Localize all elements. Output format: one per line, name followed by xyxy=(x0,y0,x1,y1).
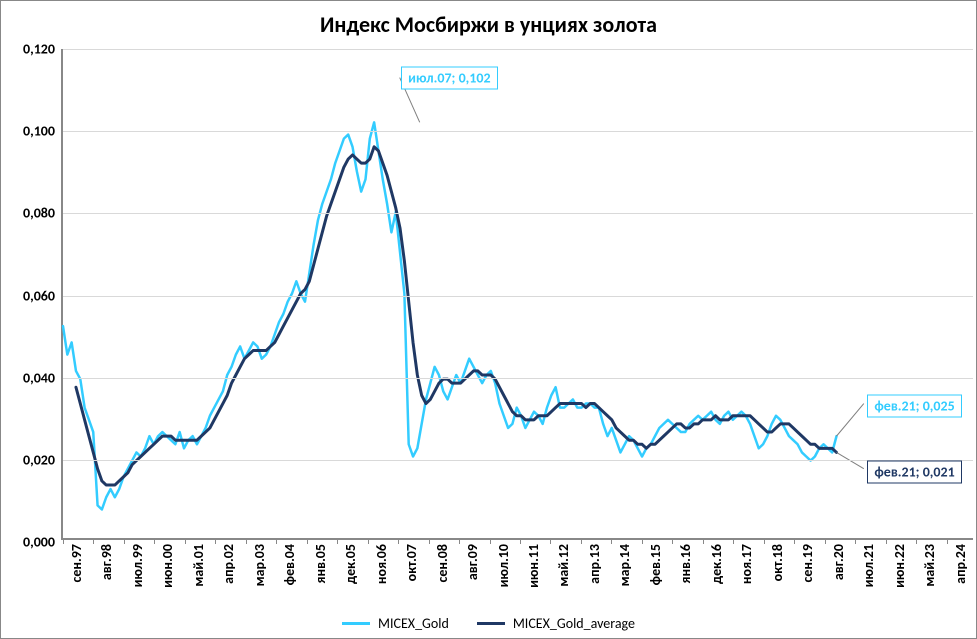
xtick-label: мар.14 xyxy=(616,544,633,586)
annotation-box: фев.21; 0,025 xyxy=(867,395,961,418)
xtick xyxy=(764,538,765,544)
xtick xyxy=(459,538,460,544)
ytick-label: 0,120 xyxy=(23,41,55,58)
xtick xyxy=(916,538,917,544)
xtick-label: май.23 xyxy=(921,544,938,587)
xtick-label: сен.08 xyxy=(434,544,451,582)
line-svg xyxy=(63,49,973,538)
legend-label: MICEX_Gold_average xyxy=(513,615,635,632)
xtick-label: окт.07 xyxy=(403,544,420,581)
xtick-label: мар.03 xyxy=(251,544,268,586)
xtick xyxy=(154,538,155,544)
xtick-label: сен.97 xyxy=(68,544,85,582)
ytick-label: 0,000 xyxy=(23,534,55,551)
xtick-label: авг.09 xyxy=(464,544,481,580)
xtick xyxy=(825,538,826,544)
gridline xyxy=(63,49,973,50)
ytick-label: 0,080 xyxy=(23,205,55,222)
plot-area: 0,0000,0200,0400,0600,0800,1000,120сен.9… xyxy=(61,49,973,540)
xtick-label: ноя.06 xyxy=(373,544,390,584)
legend-line xyxy=(477,622,505,625)
xtick-label: авг.20 xyxy=(830,544,847,580)
ytick-label: 0,100 xyxy=(23,123,55,140)
xtick xyxy=(368,538,369,544)
annotation-leader xyxy=(837,404,864,437)
xtick-label: апр.13 xyxy=(586,544,603,584)
xtick-label: июн.11 xyxy=(525,544,542,588)
xtick-label: июн.22 xyxy=(891,544,908,588)
series-line xyxy=(63,122,837,509)
xtick xyxy=(703,538,704,544)
xtick xyxy=(672,538,673,544)
series-line xyxy=(76,147,837,485)
xtick xyxy=(886,538,887,544)
xtick-label: янв.05 xyxy=(312,544,329,583)
xtick xyxy=(429,538,430,544)
xtick xyxy=(490,538,491,544)
xtick xyxy=(124,538,125,544)
xtick xyxy=(246,538,247,544)
xtick-label: дек.16 xyxy=(708,544,725,584)
xtick xyxy=(642,538,643,544)
xtick xyxy=(855,538,856,544)
gridline xyxy=(63,296,973,297)
xtick xyxy=(307,538,308,544)
xtick-label: май.12 xyxy=(555,544,572,587)
annotation-box: фев.21; 0,021 xyxy=(867,461,961,484)
xtick-label: фев.15 xyxy=(647,544,664,585)
legend: MICEX_Gold MICEX_Gold_average xyxy=(1,612,976,632)
xtick xyxy=(63,538,64,544)
xtick xyxy=(276,538,277,544)
gridline xyxy=(63,131,973,132)
xtick xyxy=(93,538,94,544)
ytick-label: 0,020 xyxy=(23,451,55,468)
xtick xyxy=(520,538,521,544)
legend-item: MICEX_Gold xyxy=(342,615,449,632)
gridline xyxy=(63,378,973,379)
xtick xyxy=(733,538,734,544)
xtick xyxy=(947,538,948,544)
xtick-label: фев.04 xyxy=(281,544,298,585)
gridline xyxy=(63,213,973,214)
xtick-label: июл.10 xyxy=(495,544,512,587)
gridline xyxy=(63,460,973,461)
xtick xyxy=(581,538,582,544)
legend-item: MICEX_Gold_average xyxy=(477,615,635,632)
xtick xyxy=(550,538,551,544)
xtick-label: дек.05 xyxy=(342,544,359,584)
xtick xyxy=(398,538,399,544)
xtick xyxy=(215,538,216,544)
xtick-label: июл.21 xyxy=(860,544,877,587)
xtick-label: июл.99 xyxy=(129,544,146,587)
xtick-label: май.01 xyxy=(190,544,207,587)
chart-title: Индекс Мосбиржи в унциях золота xyxy=(1,11,976,38)
xtick-label: авг.98 xyxy=(98,544,115,580)
annotation-box: июл.07; 0,102 xyxy=(401,66,497,89)
xtick-label: сен.19 xyxy=(799,544,816,582)
xtick xyxy=(337,538,338,544)
ytick-label: 0,040 xyxy=(23,369,55,386)
legend-label: MICEX_Gold xyxy=(378,615,449,632)
xtick-label: окт.18 xyxy=(769,544,786,581)
xtick-label: апр.02 xyxy=(220,544,237,584)
xtick xyxy=(185,538,186,544)
ytick-label: 0,060 xyxy=(23,287,55,304)
xtick xyxy=(611,538,612,544)
xtick-label: ноя.17 xyxy=(738,544,755,584)
chart-container: Индекс Мосбиржи в унциях золота 0,0000,0… xyxy=(0,0,977,639)
xtick-label: июн.00 xyxy=(159,544,176,588)
xtick-label: янв.16 xyxy=(677,544,694,583)
xtick xyxy=(794,538,795,544)
legend-line xyxy=(342,622,370,625)
xtick-label: апр.24 xyxy=(952,544,969,584)
